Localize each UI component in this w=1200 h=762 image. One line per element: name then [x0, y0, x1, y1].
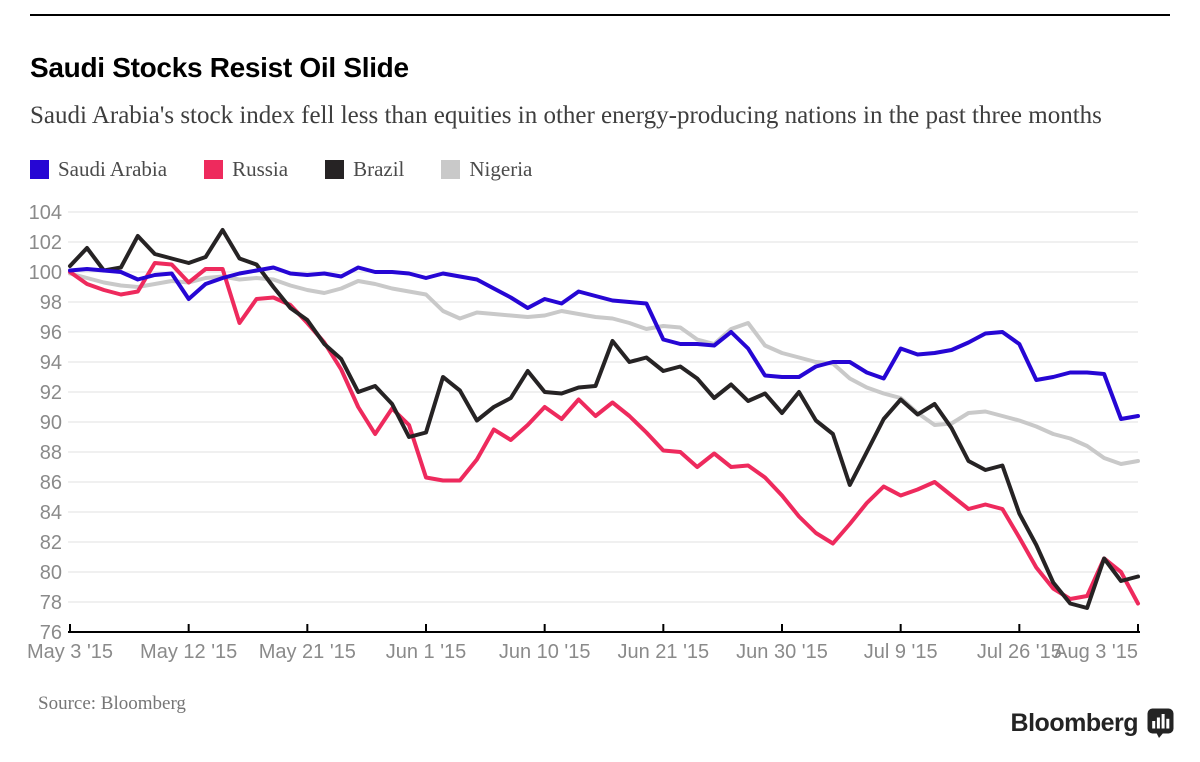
x-axis-tick-label: Jun 1 '15 — [386, 641, 467, 663]
chart-subtitle: Saudi Arabia's stock index fell less tha… — [30, 102, 1102, 129]
legend-item-nigeria: Nigeria — [441, 157, 532, 182]
series-line-nigeria — [68, 271, 1140, 466]
y-axis-tick-label: 100 — [29, 262, 62, 284]
series-line-russia — [68, 261, 1140, 606]
y-axis-tick-label: 88 — [40, 442, 62, 464]
legend-item-russia: Russia — [204, 157, 288, 182]
bloomberg-logo: Bloomberg — [1011, 708, 1174, 738]
top-divider — [30, 14, 1170, 16]
x-axis-tick-label: May 12 '15 — [140, 641, 237, 663]
page-title: Saudi Stocks Resist Oil Slide — [30, 51, 409, 83]
legend-swatch-brazil — [325, 160, 345, 179]
y-axis-tick-label: 78 — [40, 592, 62, 614]
legend-label: Russia — [232, 157, 289, 181]
y-axis-tick-label: 104 — [29, 202, 62, 224]
legend-swatch-russia — [204, 160, 224, 179]
legend-label: Nigeria — [469, 157, 533, 181]
y-axis-tick-label: 82 — [40, 532, 62, 554]
legend-label: Brazil — [353, 157, 405, 181]
y-axis-tick-label: 76 — [40, 622, 62, 644]
x-axis-tick-label: Jun 10 '15 — [499, 641, 591, 663]
chart-legend: Saudi Arabia Russia Brazil Nigeria — [30, 157, 532, 182]
y-axis-tick-label: 98 — [40, 292, 62, 314]
legend-item-saudi-arabia: Saudi Arabia — [30, 157, 167, 182]
source-note: Source: Bloomberg — [38, 693, 186, 714]
series-line-saudi-arabia — [68, 265, 1140, 421]
y-axis-tick-label: 102 — [29, 232, 62, 254]
y-axis-tick-label: 90 — [40, 412, 62, 434]
x-axis-tick-label: Jun 21 '15 — [617, 641, 709, 663]
y-axis-tick-label: 96 — [40, 322, 62, 344]
x-axis-tick-label: Jul 9 '15 — [864, 641, 938, 663]
x-axis-tick-label: May 3 '15 — [27, 641, 113, 663]
x-axis-tick-label: May 21 '15 — [259, 641, 356, 663]
y-axis-tick-label: 94 — [40, 352, 62, 374]
y-axis-tick-label: 86 — [40, 472, 62, 494]
y-axis-tick-label: 80 — [40, 562, 62, 584]
y-axis-tick-label: 92 — [40, 382, 62, 404]
bar-chart-icon — [1147, 708, 1174, 738]
y-axis-tick-label: 84 — [40, 502, 62, 524]
x-axis-tick-label: Jun 30 '15 — [736, 641, 828, 663]
bloomberg-wordmark: Bloomberg — [1010, 708, 1139, 737]
x-axis-tick-label: Jul 26 '15 — [977, 641, 1062, 663]
series-line-brazil — [68, 228, 1140, 610]
x-axis-tick-label: Aug 3 '15 — [1054, 641, 1138, 663]
legend-swatch-saudi-arabia — [30, 160, 49, 179]
legend-swatch-nigeria — [441, 160, 461, 179]
legend-label: Saudi Arabia — [58, 157, 168, 181]
legend-item-brazil: Brazil — [325, 157, 404, 182]
